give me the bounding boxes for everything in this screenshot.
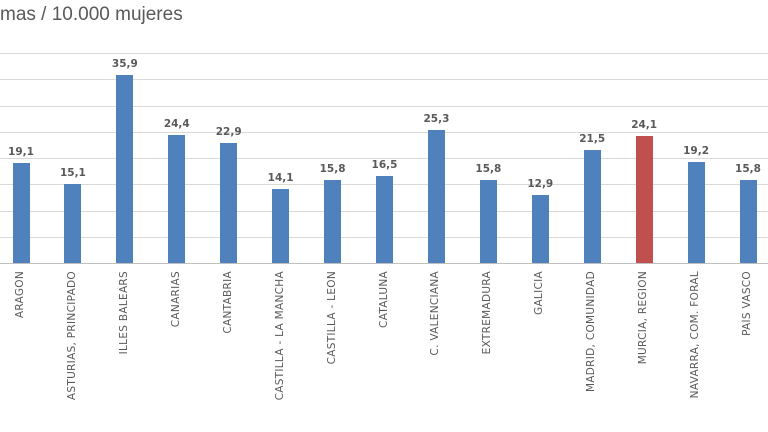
category-label: ILLES BALEARS xyxy=(117,271,130,355)
category-label: MADRID, COMUNIDAD xyxy=(585,271,598,393)
category-label: ASTURIAS, PRINCIPADO xyxy=(65,271,78,401)
plot-area: 19,1 15,1 35,9 24,4 22,9 14,1 15,8 16,5 25,3 15,8… xyxy=(0,53,768,264)
value-label: 19,1 xyxy=(8,145,34,158)
value-label: 15,8 xyxy=(319,163,346,176)
category-label: PAÍS VASCO xyxy=(741,271,754,336)
gridline xyxy=(0,79,768,81)
gridline xyxy=(0,105,768,107)
value-label: 15,8 xyxy=(735,163,761,176)
value-label: 15,8 xyxy=(475,163,502,176)
category-label: NAVARRA, COM. FORAL xyxy=(689,271,702,399)
category-label: CANARIAS xyxy=(169,271,182,328)
category-label: CASTILLA - LEÓN xyxy=(325,271,338,365)
category-label: CASTILLA - LA MANCHA xyxy=(273,271,286,401)
x-axis-labels: ARAGÓN ASTURIAS, PRINCIPADO ILLES BALEARS C… xyxy=(0,264,768,432)
category-label: C. VALENCIANA xyxy=(429,271,442,356)
bar xyxy=(376,176,393,263)
bar xyxy=(220,142,238,263)
chart-title: mas / 10.000 mujeres xyxy=(0,4,183,25)
value-label: 35,9 xyxy=(111,57,138,70)
bar xyxy=(531,195,549,263)
gridline xyxy=(0,131,768,133)
bar xyxy=(116,74,134,263)
bar xyxy=(687,162,705,263)
value-label: 21,5 xyxy=(579,133,606,146)
category-label: ARAGÓN xyxy=(14,271,26,319)
bar xyxy=(427,130,445,263)
bar xyxy=(12,162,30,263)
bar xyxy=(64,183,82,263)
bar xyxy=(272,188,290,263)
value-label: 24,4 xyxy=(163,117,190,130)
category-label: EXTREMADURA xyxy=(481,271,494,355)
value-label: 19,2 xyxy=(683,145,710,158)
value-label: 15,1 xyxy=(59,166,86,179)
bar xyxy=(583,150,601,263)
bar xyxy=(479,180,497,263)
value-label: 22,9 xyxy=(215,125,242,138)
gridline xyxy=(0,53,768,54)
value-label: 16,5 xyxy=(371,159,398,172)
value-label: 14,1 xyxy=(267,171,294,184)
value-label: 12,9 xyxy=(527,178,554,191)
bar xyxy=(739,180,757,263)
bar xyxy=(168,134,186,263)
bar xyxy=(324,180,342,263)
gridline xyxy=(0,158,768,159)
bar-highlighted xyxy=(635,136,653,263)
category-label: CANTABRIA xyxy=(221,271,234,334)
category-label: GALICIA xyxy=(533,271,546,315)
value-label: 24,1 xyxy=(631,119,658,132)
value-label: 25,3 xyxy=(423,113,450,126)
category-label: MURCIA, REGIÓN xyxy=(637,271,650,365)
category-label: CATALUÑA xyxy=(377,271,390,328)
